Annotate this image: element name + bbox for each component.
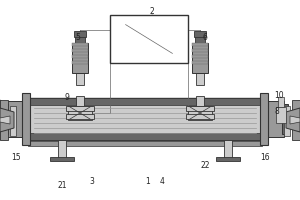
Bar xyxy=(72,49,88,52)
Bar xyxy=(2,104,8,134)
Polygon shape xyxy=(290,116,300,124)
Bar xyxy=(74,31,86,37)
Bar xyxy=(292,100,300,140)
Text: 16: 16 xyxy=(260,152,270,162)
Bar xyxy=(278,97,284,107)
Polygon shape xyxy=(286,108,300,132)
Bar xyxy=(66,114,94,119)
Bar xyxy=(72,43,88,73)
Text: 5: 5 xyxy=(76,33,80,43)
Text: 22: 22 xyxy=(200,160,210,170)
Bar xyxy=(188,106,212,120)
Text: 8: 8 xyxy=(274,108,279,116)
Bar xyxy=(6,101,22,137)
Bar xyxy=(284,106,290,136)
Bar xyxy=(72,61,88,64)
Polygon shape xyxy=(0,100,8,140)
Bar xyxy=(194,31,206,37)
Bar xyxy=(192,61,208,64)
Bar xyxy=(2,116,6,124)
Bar xyxy=(50,157,74,161)
Bar xyxy=(72,43,88,46)
Bar xyxy=(76,73,84,85)
Bar xyxy=(28,133,262,140)
Bar xyxy=(224,140,232,158)
Bar xyxy=(72,55,88,58)
Bar xyxy=(22,93,30,145)
Bar xyxy=(76,96,84,116)
Bar xyxy=(10,106,16,136)
Bar xyxy=(196,96,204,116)
Bar xyxy=(192,49,208,52)
Bar xyxy=(68,106,92,120)
Bar xyxy=(192,55,208,58)
Text: 3: 3 xyxy=(90,178,94,186)
Bar xyxy=(0,100,8,140)
Bar xyxy=(186,106,214,111)
Bar xyxy=(110,15,188,63)
Bar xyxy=(66,106,94,111)
Text: 6: 6 xyxy=(202,33,207,43)
Bar xyxy=(276,107,286,123)
Bar xyxy=(75,35,85,45)
Bar xyxy=(195,35,205,45)
Text: 1: 1 xyxy=(146,178,150,186)
Text: 2: 2 xyxy=(150,7,154,17)
Text: 15: 15 xyxy=(11,152,21,162)
Bar xyxy=(268,101,284,137)
Polygon shape xyxy=(0,116,10,124)
Bar xyxy=(192,43,208,73)
Bar xyxy=(58,140,66,158)
Bar xyxy=(282,104,288,134)
Bar xyxy=(196,73,204,85)
Bar xyxy=(260,93,268,145)
Polygon shape xyxy=(0,108,14,132)
Bar xyxy=(28,141,262,146)
Bar xyxy=(28,98,262,105)
Text: 9: 9 xyxy=(64,94,69,102)
Bar xyxy=(28,98,262,140)
Text: 4: 4 xyxy=(160,178,164,186)
Text: 10: 10 xyxy=(274,90,284,99)
Bar xyxy=(192,43,208,46)
Bar xyxy=(216,157,240,161)
Text: 21: 21 xyxy=(57,180,67,190)
Bar xyxy=(186,114,214,119)
